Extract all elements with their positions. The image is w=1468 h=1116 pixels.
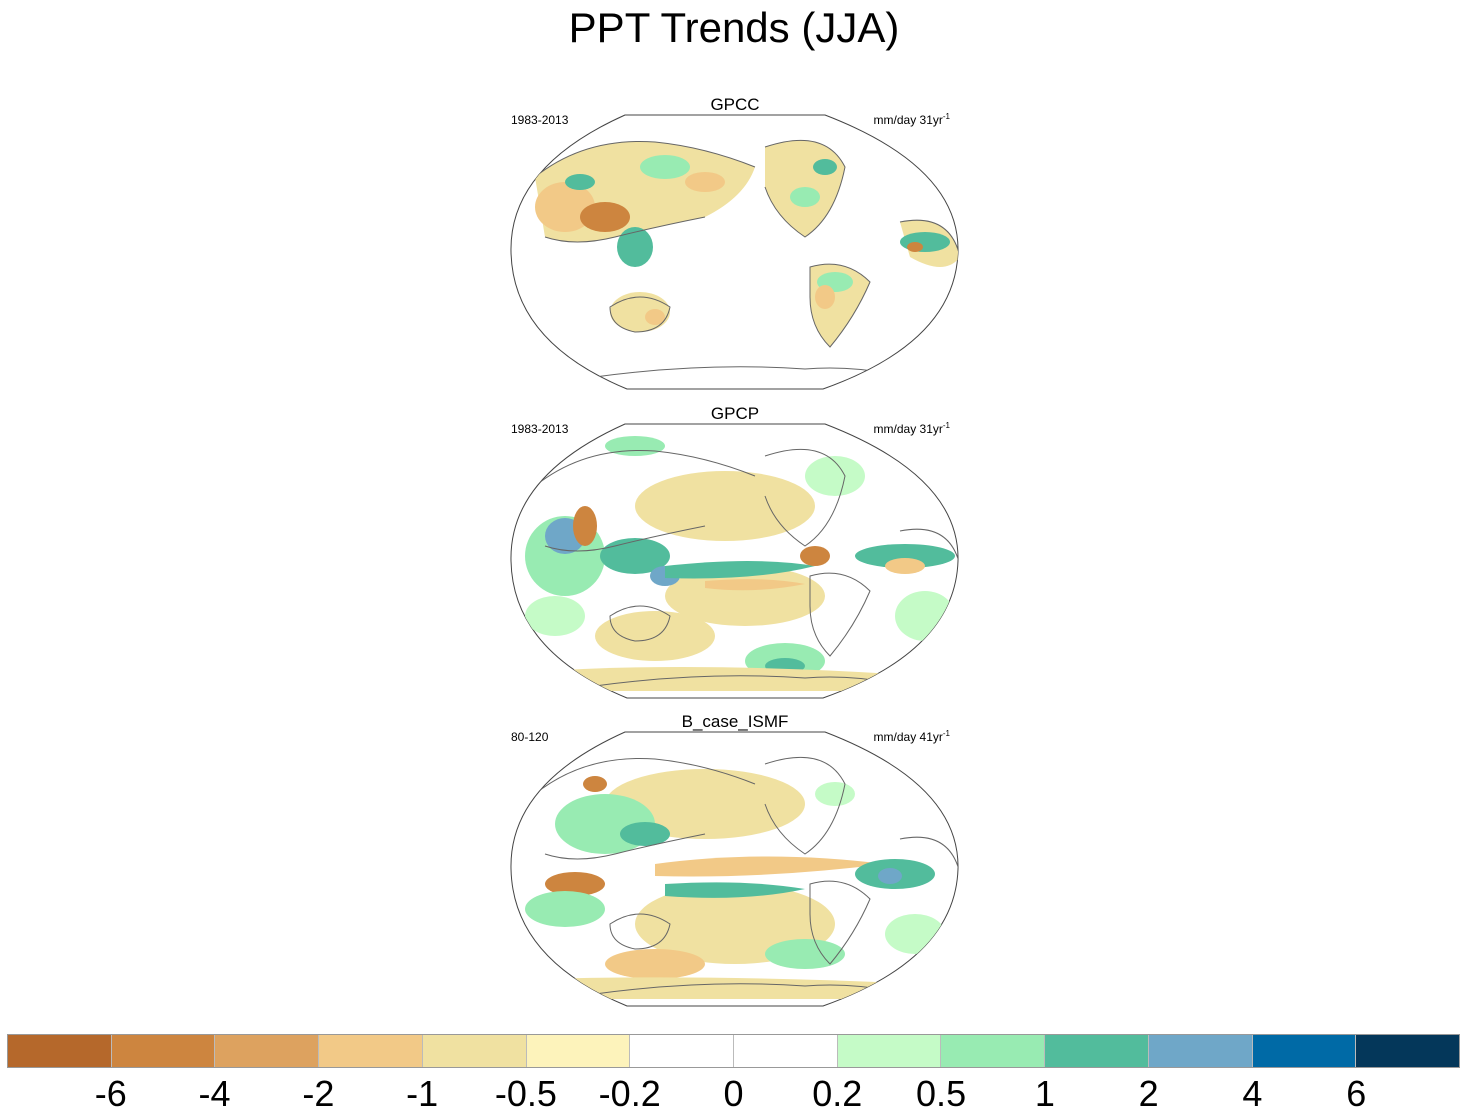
- colorbar-box: [319, 1035, 423, 1067]
- panel-period: 80-120: [511, 730, 549, 744]
- panel-title: GPCP: [710, 404, 760, 423]
- map-gpcc: [510, 114, 959, 390]
- colorbar-label: 2: [1138, 1073, 1159, 1114]
- units-text: mm/day 31yr: [873, 422, 943, 436]
- colorbar-label: 6: [1346, 1073, 1367, 1114]
- colorbar: [7, 1034, 1460, 1068]
- gpcp-precip-field: [525, 436, 959, 691]
- panel-period: 1983-2013: [511, 422, 569, 436]
- figure-title: PPT Trends (JJA): [568, 4, 900, 51]
- panel-period: 1983-2013: [511, 113, 569, 127]
- units-text: mm/day 41yr: [873, 730, 943, 744]
- b-case-ismf-precip-field: [525, 756, 959, 999]
- map-gpcp: [510, 423, 959, 699]
- colorbar-box: [630, 1035, 735, 1067]
- colorbar-box: [111, 1035, 216, 1067]
- colorbar-label: 0.5: [916, 1073, 967, 1114]
- colorbar-box: [941, 1035, 1046, 1067]
- panel-title: B_case_ISMF: [681, 712, 789, 731]
- colorbar-box: [1148, 1035, 1253, 1067]
- panel-units: mm/day 31yr-1: [874, 419, 950, 436]
- panel-title: GPCC: [710, 95, 760, 114]
- panel-gpcc: GPCC 1983-2013 mm/day 31yr-1: [505, 95, 965, 395]
- colorbar-box: [1252, 1035, 1357, 1067]
- colorbar-box: [526, 1035, 631, 1067]
- colorbar-label: -2: [302, 1073, 335, 1114]
- panel-b-case-ismf: B_case_ISMF 80-120 mm/day 41yr-1: [505, 712, 965, 1012]
- panel-gpcp: GPCP 1983-2013 mm/day 31yr-1: [505, 404, 965, 704]
- colorbar-box: [215, 1035, 320, 1067]
- panel-units: mm/day 31yr-1: [874, 110, 950, 127]
- colorbar-label: 1: [1034, 1073, 1055, 1114]
- gpcc-precip-field: [534, 139, 959, 378]
- colorbar-box: [422, 1035, 527, 1067]
- colorbar-label: 4: [1242, 1073, 1263, 1114]
- colorbar-label: -0.5: [494, 1073, 557, 1114]
- units-exponent: -1: [942, 112, 950, 121]
- colorbar-box: [8, 1035, 112, 1067]
- colorbar-label: 0.2: [812, 1073, 863, 1114]
- map-b-case-ismf: [510, 731, 959, 1007]
- colorbar-label: 0: [723, 1073, 744, 1114]
- colorbar-box: [837, 1035, 942, 1067]
- colorbar-box: [1356, 1035, 1460, 1067]
- panel-units: mm/day 41yr-1: [874, 727, 950, 744]
- colorbar-label: -4: [198, 1073, 231, 1114]
- colorbar-label: -6: [94, 1073, 127, 1114]
- units-exponent: -1: [942, 421, 950, 430]
- units-exponent: -1: [942, 729, 950, 738]
- colorbar-box: [734, 1035, 838, 1067]
- colorbar-label: -0.2: [598, 1073, 661, 1114]
- colorbar-label: -1: [406, 1073, 439, 1114]
- units-text: mm/day 31yr: [873, 113, 943, 127]
- colorbar-box: [1045, 1035, 1149, 1067]
